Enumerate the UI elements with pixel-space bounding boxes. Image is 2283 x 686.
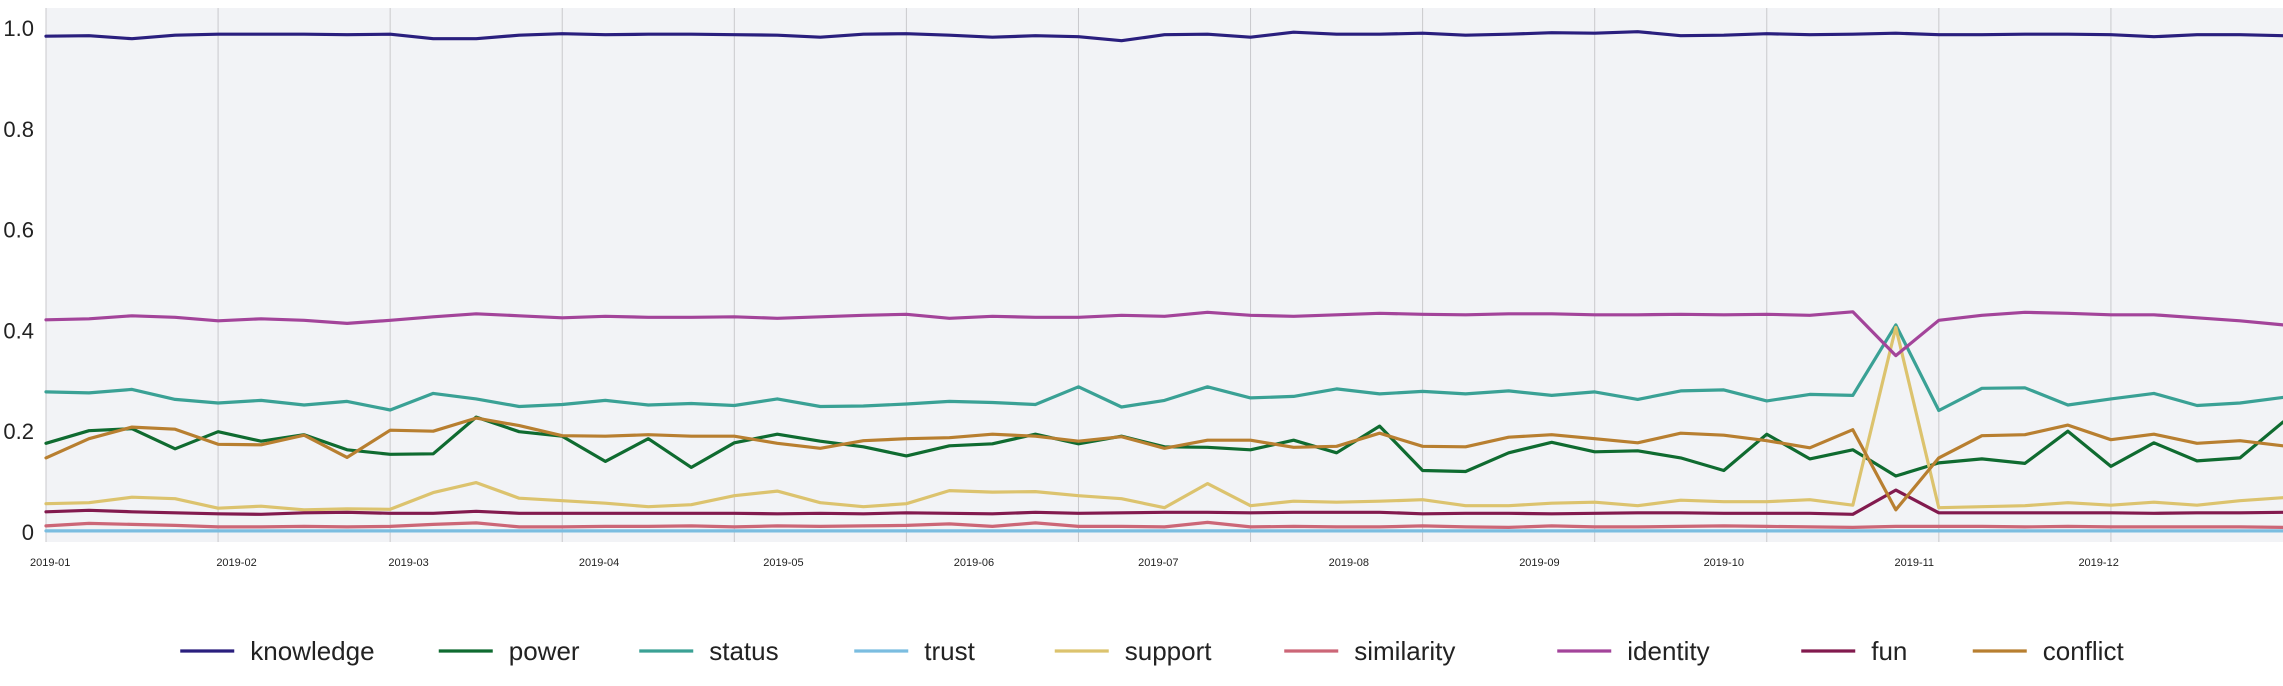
x-tick-label: 2019-07	[1138, 557, 1178, 569]
y-tick-label: 0.8	[3, 117, 34, 142]
x-tick-label: 2019-01	[30, 557, 70, 569]
legend-label: status	[709, 636, 778, 666]
legend-item-support: support	[1054, 636, 1212, 666]
x-tick-label: 2019-03	[388, 557, 428, 569]
legend-label: trust	[924, 636, 975, 666]
legend-label: support	[1125, 636, 1212, 666]
series-line-similarity	[44, 520, 2283, 530]
y-tick-label: 0.6	[3, 218, 34, 243]
legend-item-fun: fun	[1801, 636, 1907, 666]
series-line-identity	[44, 310, 2283, 358]
series-line-support	[44, 325, 2283, 512]
legend-item-similarity: similarity	[1284, 636, 1455, 666]
legend-item-conflict: conflict	[1972, 636, 2125, 666]
x-tick-label: 2019-02	[216, 557, 256, 569]
x-tick-label: 2019-06	[954, 557, 994, 569]
x-tick-label: 2019-04	[579, 557, 619, 569]
series-line-knowledge	[44, 30, 2283, 43]
legend-item-identity: identity	[1557, 636, 1710, 666]
legend-label: fun	[1871, 636, 1907, 666]
x-tick-label: 2019-05	[763, 557, 803, 569]
y-tick-label: 0	[22, 520, 34, 545]
legend-label: power	[509, 636, 580, 666]
legend-item-status: status	[639, 636, 779, 666]
legend-label: conflict	[2043, 636, 2125, 666]
x-tick-label: 2019-12	[2078, 557, 2118, 569]
legend-label: knowledge	[250, 636, 374, 666]
legend-item-power: power	[438, 636, 580, 666]
y-tick-label: 0.2	[3, 419, 34, 444]
y-tick-label: 0.4	[3, 318, 34, 343]
y-tick-label: 1.0	[3, 16, 34, 41]
x-tick-label: 2019-11	[1894, 557, 1934, 569]
x-tick-label: 2019-09	[1519, 557, 1559, 569]
legend-label: similarity	[1354, 636, 1455, 666]
legend-item-trust: trust	[854, 636, 976, 666]
series-line-conflict	[44, 416, 2283, 512]
series-line-status	[44, 323, 2283, 413]
legend-label: identity	[1627, 636, 1709, 666]
series-line-fun	[44, 488, 2283, 516]
legend-item-knowledge: knowledge	[180, 636, 375, 666]
x-tick-label: 2019-08	[1329, 557, 1369, 569]
x-tick-label: 2019-10	[1704, 557, 1744, 569]
